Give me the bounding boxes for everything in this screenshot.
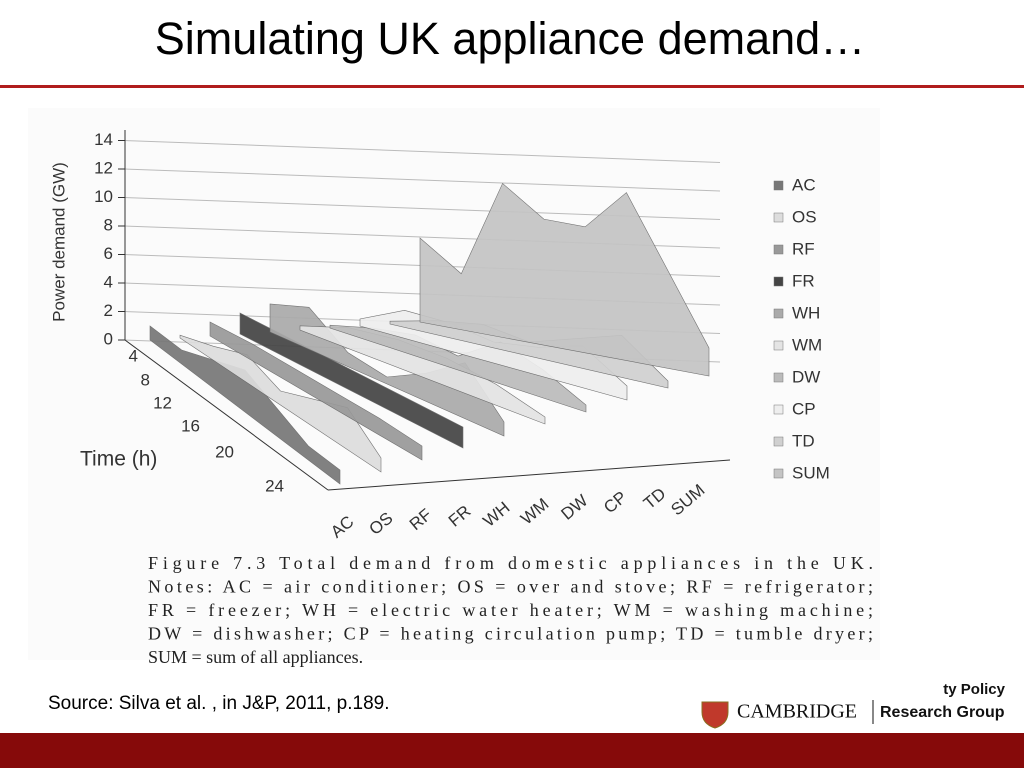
- legend-swatch: [773, 436, 784, 447]
- slide-title: Simulating UK appliance demand…: [155, 13, 865, 64]
- ridge: [179, 334, 382, 473]
- ridge: [209, 321, 423, 461]
- time-axis: [124, 339, 329, 491]
- y-tick-label: 14: [94, 130, 113, 149]
- legend-swatch: [773, 244, 784, 255]
- time-tick-label: 20: [215, 442, 234, 461]
- time-tick-label: 24: [265, 476, 284, 495]
- time-axis-label: Time (h): [80, 448, 157, 471]
- legend-label: WM: [792, 335, 822, 354]
- legend-swatch: [773, 308, 784, 319]
- legend-swatch: [773, 468, 784, 479]
- legend-label: CP: [792, 399, 816, 418]
- legend-label: TD: [792, 431, 815, 450]
- legend-label: DW: [792, 367, 820, 386]
- time-tick-label: 4: [129, 346, 138, 365]
- logo-group: Research Group: [880, 704, 1005, 721]
- legend-label: SUM: [792, 463, 830, 482]
- y-tick-label: 0: [104, 329, 113, 348]
- back-grid-line: [124, 140, 721, 163]
- y-tick-label: 10: [94, 187, 113, 206]
- legend-label: RF: [792, 239, 815, 258]
- y-tick-label: 2: [104, 301, 113, 320]
- logo-partial: ty Policy: [943, 681, 1005, 698]
- y-tick-label: 12: [94, 158, 113, 177]
- legend-label: OS: [792, 207, 817, 226]
- legend-label: AC: [792, 175, 816, 194]
- legend-swatch: [773, 372, 784, 383]
- footer-bar: [0, 733, 1024, 768]
- legend-swatch: [773, 212, 784, 223]
- y-tick-label: 8: [104, 215, 113, 234]
- legend-label: WH: [792, 303, 820, 322]
- source: Source: Silva et al. , in J&P, 2011, p.1…: [48, 693, 390, 714]
- legend-swatch: [773, 404, 784, 415]
- legend-label: FR: [792, 271, 815, 290]
- appliance-axis: [327, 459, 731, 491]
- crest: [701, 701, 729, 729]
- caption-line: Figure 7.3 Total demand from domestic ap…: [148, 553, 873, 573]
- legend-swatch: [773, 276, 784, 287]
- time-tick-label: 16: [181, 416, 200, 435]
- legend-swatch: [773, 340, 784, 351]
- caption-line: SUM = sum of all appliances.: [148, 647, 363, 667]
- time-tick-label: 8: [141, 370, 150, 389]
- y-tick-label: 6: [104, 244, 113, 263]
- title-rule: [0, 85, 1024, 88]
- ridge: [419, 182, 710, 377]
- ridge: [239, 312, 464, 449]
- y-tick-label: 4: [104, 272, 113, 291]
- logo-box: [690, 670, 1020, 732]
- y-axis-label: Power demand (GW): [49, 162, 68, 322]
- back-grid-line: [124, 168, 721, 192]
- logo-university: CAMBRIDGE: [737, 701, 857, 723]
- time-tick-label: 12: [153, 393, 172, 412]
- legend-swatch: [773, 180, 784, 191]
